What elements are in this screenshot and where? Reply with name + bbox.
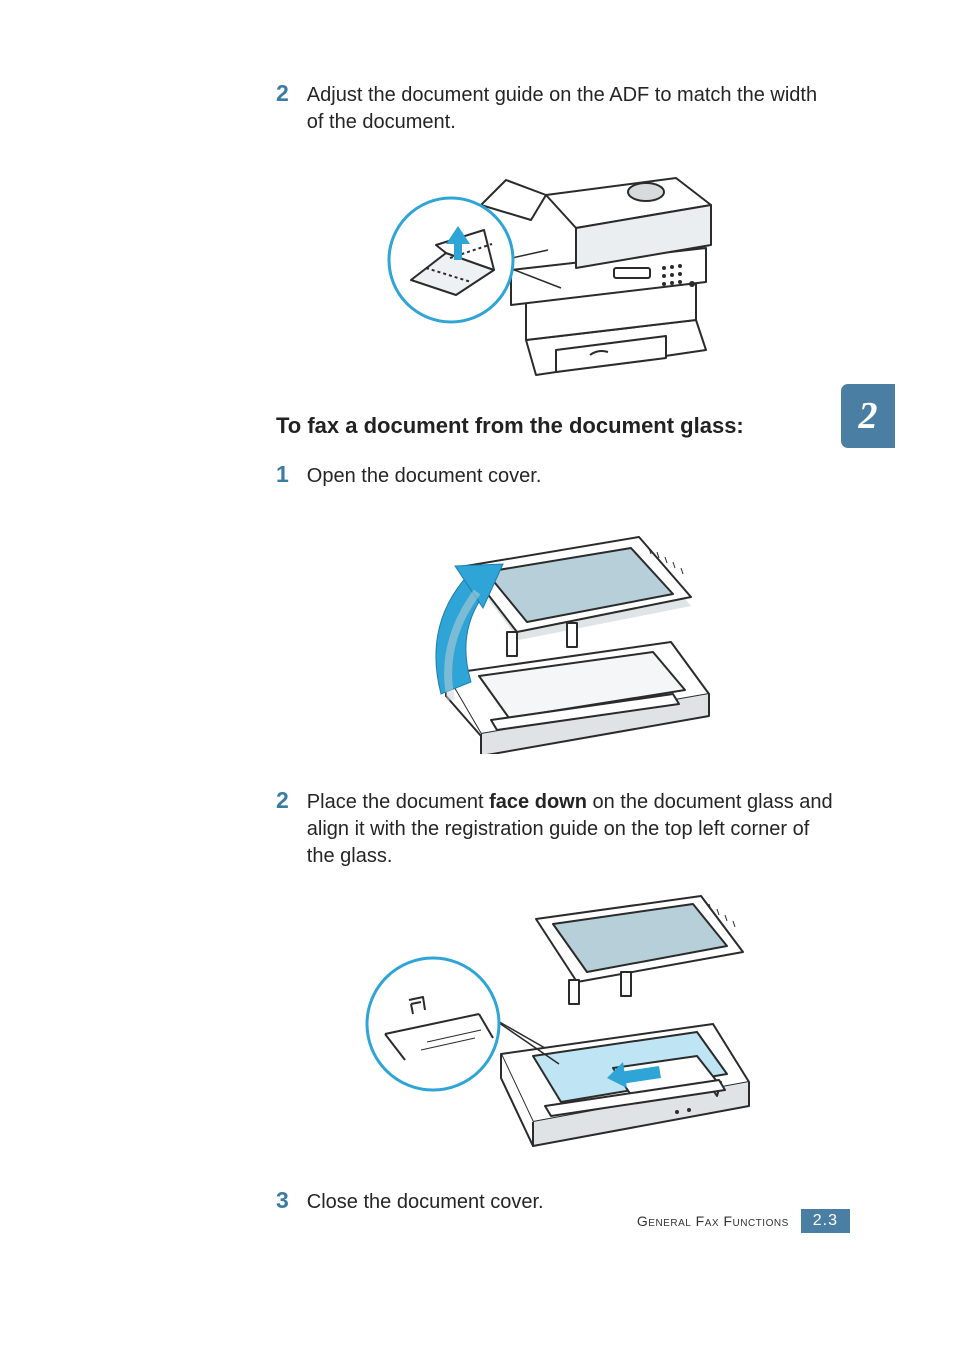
footer-page-number: 2.3: [801, 1209, 850, 1233]
footer-section-title: General Fax Functions: [637, 1213, 789, 1229]
step-number: 2: [276, 787, 289, 870]
step-text: Adjust the document guide on the ADF to …: [307, 82, 836, 136]
chapter-number: 2: [859, 394, 878, 438]
figure-adf-guide: [276, 150, 836, 385]
step-number: 3: [276, 1187, 289, 1216]
figure-open-cover: [276, 504, 836, 759]
figure-place-document: [276, 884, 836, 1159]
step-adf-adjust: 2 Adjust the document guide on the ADF t…: [276, 80, 836, 136]
chapter-tab: 2: [841, 384, 895, 448]
step-open-cover: 1 Open the document cover.: [276, 461, 836, 490]
step-place-face-down: 2 Place the document face down on the do…: [276, 787, 836, 870]
step-text: Close the document cover.: [307, 1189, 544, 1216]
step-number: 1: [276, 461, 289, 490]
subheading-fax-glass: To fax a document from the document glas…: [276, 413, 836, 439]
page-footer: General Fax Functions 2.3: [637, 1209, 850, 1233]
step-text: Open the document cover.: [307, 463, 542, 490]
step-text: Place the document face down on the docu…: [307, 789, 836, 870]
step-number: 2: [276, 80, 289, 136]
